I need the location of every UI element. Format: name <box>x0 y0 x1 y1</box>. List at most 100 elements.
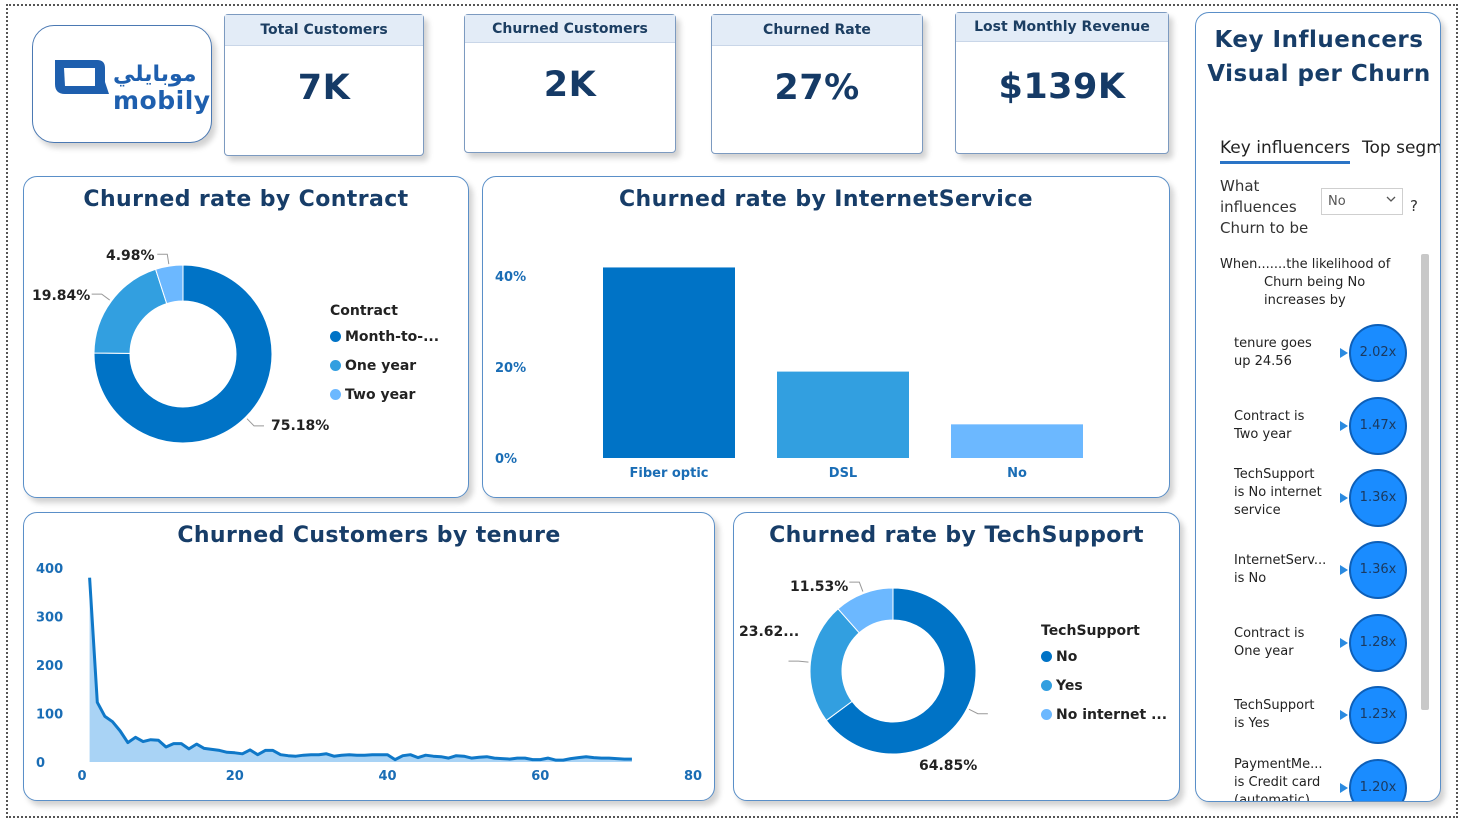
header-line: Churn being No <box>1264 275 1366 290</box>
influencer-factor-bubble[interactable]: 1.36x <box>1349 541 1407 599</box>
triangle-right-icon <box>1340 783 1348 793</box>
influencer-item[interactable]: tenure goes up 24.56 2.02x <box>1234 321 1424 391</box>
legend-item-yes[interactable]: Yes <box>1041 671 1167 700</box>
legend-label: Month-to-... <box>345 328 440 345</box>
slice-two-year[interactable] <box>154 264 184 305</box>
y-tick-label: 0 <box>36 756 45 771</box>
slice-one-year[interactable] <box>93 268 168 354</box>
triangle-right-icon <box>1340 493 1348 503</box>
chart-title: Churned Customers by tenure <box>177 523 561 548</box>
contract-donut-card: Churned rate by Contract 75.18% 19.84% 4… <box>23 176 469 498</box>
influencer-list-scrollbar[interactable] <box>1421 254 1429 710</box>
legend-item-one-year[interactable]: One year <box>330 351 439 380</box>
influencer-label: PaymentMe... is Credit card (automatic) <box>1234 757 1323 802</box>
triangle-right-icon <box>1340 638 1348 648</box>
kpi-label: Churned Rate <box>712 15 922 46</box>
influencer-factor-bubble[interactable]: 2.02x <box>1349 324 1407 382</box>
internet-service-bar-chart: 0% 20% 40% Fiber optic DSL No <box>495 267 1083 481</box>
influencer-item[interactable]: PaymentMe... is Credit card (automatic) 1.2… <box>1234 756 1424 802</box>
y-tick-label: 400 <box>36 562 63 577</box>
key-influencers-title-line2: Visual per Churn <box>1207 61 1431 87</box>
contract-legend: Contract Month-to-... One year Two year <box>330 303 439 409</box>
x-tick-label: Fiber optic <box>629 466 708 481</box>
triangle-right-icon <box>1340 710 1348 720</box>
influencer-header: When.......the likelihood of Churn being… <box>1220 256 1390 310</box>
influencer-factor-bubble[interactable]: 1.20x <box>1349 759 1407 801</box>
header-line: increases by <box>1264 293 1346 308</box>
chevron-down-icon <box>1386 196 1396 202</box>
y-tick-label: 200 <box>36 659 63 674</box>
question-line: influences <box>1220 198 1297 216</box>
slice-leader-line <box>788 660 809 663</box>
slice-leader-line <box>849 581 864 592</box>
legend-label: No internet ... <box>1056 706 1168 723</box>
question-line: Churn to be <box>1220 219 1309 237</box>
influencer-factor-bubble[interactable]: 1.47x <box>1349 397 1407 455</box>
kpi-lost-monthly-revenue: Lost Monthly Revenue $139K <box>955 12 1169 154</box>
slice-label-yes: 23.62... <box>739 624 800 640</box>
techsupport-donut-chart <box>788 581 988 755</box>
legend-item-no[interactable]: No <box>1041 642 1167 671</box>
bar-dsl[interactable] <box>777 371 909 458</box>
x-tick-label: No <box>1007 466 1027 481</box>
kpi-value: 27% <box>774 68 860 108</box>
influencer-factor-bubble[interactable]: 1.23x <box>1349 686 1407 744</box>
y-tick-label: 0% <box>495 452 517 467</box>
legend-item-no-internet[interactable]: No internet ... <box>1041 700 1167 729</box>
y-tick-label: 300 <box>36 611 63 626</box>
bar-no[interactable] <box>951 424 1083 458</box>
influencer-factor-bubble[interactable]: 1.28x <box>1349 614 1407 672</box>
triangle-right-icon <box>1340 565 1348 575</box>
kpi-label: Lost Monthly Revenue <box>956 13 1168 42</box>
legend-item-two-year[interactable]: Two year <box>330 380 439 409</box>
tenure-area-card: Churned Customers by tenure 0 100 200 300 40… <box>23 512 715 801</box>
internet-service-bar-card: Churned rate by InternetService 0% 20% 40%… <box>482 176 1170 498</box>
x-tick-label: 40 <box>378 769 396 784</box>
tab-top-segments[interactable]: Top segm <box>1362 138 1441 158</box>
contract-donut-chart <box>91 253 273 444</box>
influencer-item[interactable]: InternetServ... is No 1.36x <box>1234 538 1424 608</box>
slice-no-internet[interactable] <box>837 587 894 634</box>
legend-label: Yes <box>1056 677 1083 694</box>
techsupport-legend: TechSupport No Yes No internet ... <box>1041 623 1167 729</box>
help-icon[interactable]: ? <box>1410 197 1418 215</box>
mobily-logo-icon <box>55 60 109 94</box>
influencer-item[interactable]: Contract is Two year 1.47x <box>1234 394 1424 464</box>
y-tick-label: 40% <box>495 270 526 285</box>
legend-title: TechSupport <box>1041 623 1140 639</box>
influencer-label: TechSupport is No internet service <box>1234 467 1322 518</box>
techsupport-donut-card: Churned rate by TechSupport 64.85% 23.62… <box>733 512 1180 801</box>
influencer-item[interactable]: TechSupport is No internet service 1.36x <box>1234 466 1424 536</box>
kpi-value: 2K <box>543 65 597 105</box>
tenure-area-chart: 0 100 200 300 400 0 20 40 60 80 <box>36 562 702 784</box>
legend-label: One year <box>345 357 417 374</box>
bar-fiber-optic[interactable] <box>603 267 735 458</box>
chart-title: Churned rate by Contract <box>83 187 409 212</box>
x-tick-label: 20 <box>226 769 244 784</box>
triangle-right-icon <box>1340 348 1348 358</box>
influencer-question: What influences Churn to be <box>1220 176 1308 239</box>
slice-leader-line <box>968 708 988 715</box>
dropdown-value: No <box>1328 194 1346 209</box>
mobily-logo <box>51 54 201 120</box>
slice-label-month-to-month: 75.18% <box>271 418 330 434</box>
tenure-series-line[interactable] <box>88 577 632 762</box>
influencer-item[interactable]: Contract is One year 1.28x <box>1234 611 1424 681</box>
kpi-value: $139K <box>998 67 1126 107</box>
legend-item-month-to-month[interactable]: Month-to-... <box>330 322 439 351</box>
slice-leader-line <box>246 418 265 427</box>
x-tick-label: 80 <box>684 769 702 784</box>
tab-key-influencers[interactable]: Key influencers <box>1220 138 1351 164</box>
dashboard-frame <box>6 4 1458 818</box>
key-influencers-panel: Key Influencers Visual per Churn Key inf… <box>1195 12 1441 802</box>
slice-month-to-month[interactable] <box>93 264 273 444</box>
influencer-label: tenure goes up 24.56 <box>1234 336 1312 369</box>
y-tick-label: 100 <box>36 708 63 723</box>
slice-no[interactable] <box>825 587 977 755</box>
churn-value-dropdown[interactable]: No <box>1321 188 1403 215</box>
influencer-item[interactable]: TechSupport is Yes 1.23x <box>1234 683 1424 753</box>
y-tick-label: 20% <box>495 361 526 376</box>
key-influencers-title: Key Influencers Visual per Churn <box>1196 23 1440 91</box>
influencer-factor-bubble[interactable]: 1.36x <box>1349 469 1407 527</box>
question-line: What <box>1220 177 1260 195</box>
